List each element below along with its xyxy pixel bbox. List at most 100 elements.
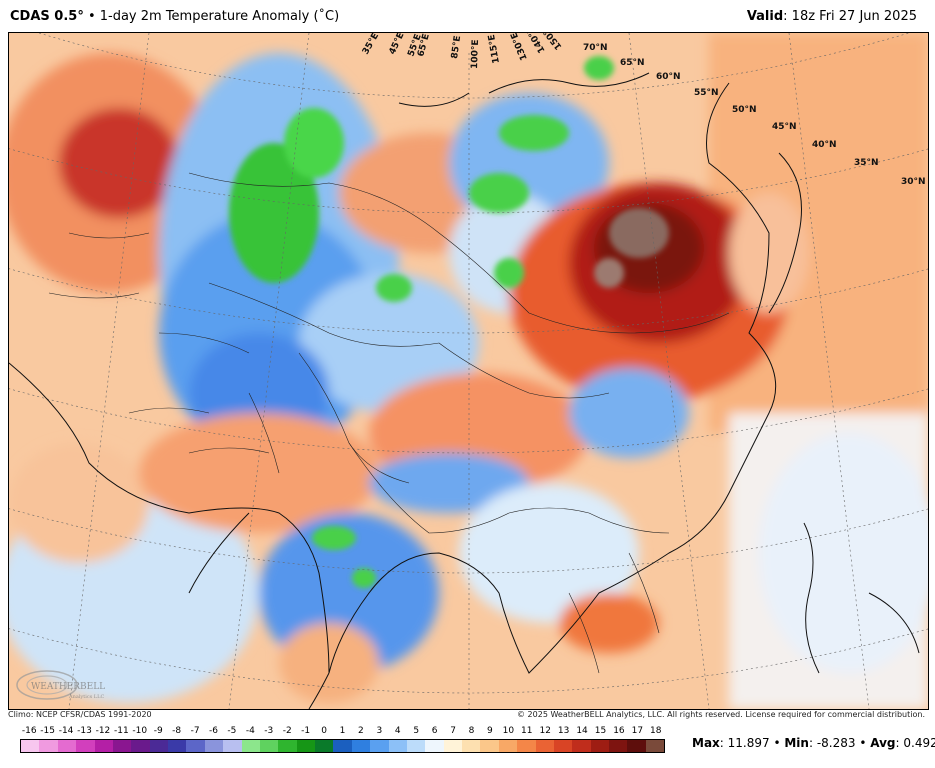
- coastlines: [9, 72, 920, 709]
- color-swatch: [388, 740, 407, 752]
- color-swatch: [168, 740, 187, 752]
- lat-label-35: 35°N: [854, 158, 879, 168]
- color-swatch: [333, 740, 352, 752]
- color-swatch: [204, 740, 224, 752]
- watermark-subtext: Analytics LLC: [68, 694, 104, 700]
- color-scale-swatches: [20, 739, 665, 753]
- color-swatch: [535, 740, 554, 752]
- header-bar: CDAS 0.5° • 1-day 2m Temperature Anomaly…: [0, 0, 935, 32]
- color-swatch: [406, 740, 426, 752]
- color-scale-label: 10: [502, 726, 515, 736]
- color-scale-label: 8: [468, 726, 475, 736]
- color-swatch: [370, 740, 389, 752]
- avg-value: : 0.492: [895, 736, 935, 750]
- lon-label-100: 100°E: [470, 39, 481, 69]
- color-swatch: [517, 740, 536, 752]
- color-swatch: [149, 740, 168, 752]
- color-scale-label: 4: [394, 726, 401, 736]
- color-scale-label: 14: [576, 726, 588, 736]
- color-swatch: [572, 740, 591, 752]
- color-scale-label: 18: [650, 726, 662, 736]
- color-swatch: [223, 740, 242, 752]
- color-swatch: [480, 740, 499, 752]
- map-title: CDAS 0.5° • 1-day 2m Temperature Anomaly…: [10, 9, 340, 24]
- color-scale-label: -3: [264, 726, 274, 736]
- color-scale-label: -8: [172, 726, 182, 736]
- valid-value: : 18z Fri 27 Jun 2025: [783, 9, 917, 24]
- color-swatch: [315, 740, 334, 752]
- min-value: : -8.283: [808, 736, 856, 750]
- color-scale-label: -15: [40, 726, 55, 736]
- climo-note: Climo: NCEP CFSR/CDAS 1991-2020: [8, 710, 152, 719]
- color-scale-label: 2: [358, 726, 364, 736]
- color-scale-label: -4: [245, 726, 255, 736]
- color-swatch: [112, 740, 132, 752]
- color-scale-label: -6: [209, 726, 218, 736]
- color-swatch: [590, 740, 609, 752]
- color-swatch: [241, 740, 260, 752]
- color-scale-label: -14: [58, 726, 74, 736]
- color-swatch: [425, 740, 444, 752]
- country-borders: [48, 172, 730, 674]
- color-swatch: [645, 740, 665, 752]
- color-swatch: [186, 740, 205, 752]
- lat-label-50: 50°N: [732, 105, 757, 115]
- lat-label-70: 70°N: [583, 43, 608, 53]
- color-scale-label: 5: [413, 726, 420, 736]
- color-scale-label: 3: [376, 726, 383, 736]
- color-scale-label: 16: [613, 726, 625, 736]
- color-scale-label: -13: [77, 726, 92, 736]
- color-swatch: [131, 740, 150, 752]
- color-scale-label: -5: [227, 726, 237, 736]
- color-scale-label: 12: [539, 726, 551, 736]
- color-scale-label: -12: [95, 726, 111, 736]
- color-scale-label: 1: [339, 726, 346, 736]
- color-scale-label: -2: [282, 726, 292, 736]
- color-swatch: [627, 740, 646, 752]
- color-swatch: [498, 740, 518, 752]
- color-scale-label: 9: [487, 726, 493, 736]
- field-statistics: Max: 11.897 • Min: -8.283 • Avg: 0.492: [692, 736, 935, 750]
- lat-label-40: 40°N: [812, 140, 837, 150]
- model-name: CDAS 0.5: [10, 9, 78, 24]
- color-scale-label: -9: [153, 726, 163, 736]
- color-scale-label: 0: [321, 726, 327, 736]
- lat-label-65: 65°N: [620, 58, 645, 68]
- lat-label-60: 60°N: [656, 72, 681, 82]
- color-swatch: [553, 740, 573, 752]
- color-swatch: [351, 740, 371, 752]
- product-description: 1-day 2m Temperature Anomaly (˚C): [99, 9, 340, 24]
- anomaly-extremes: [229, 56, 669, 588]
- color-scale-label: 17: [631, 726, 644, 736]
- copyright-note: © 2025 WeatherBELL Analytics, LLC. All r…: [517, 710, 925, 719]
- color-swatch: [94, 740, 113, 752]
- color-scale-label: 7: [450, 726, 456, 736]
- color-swatch: [21, 740, 40, 752]
- color-scale-label: 6: [431, 726, 438, 736]
- color-swatch: [57, 740, 77, 752]
- watermark-text: WEATHERBELL: [31, 682, 105, 692]
- lat-label-45: 45°N: [772, 122, 797, 132]
- weatherbell-logo: WEATHERBELL Analytics LLC: [16, 670, 105, 700]
- color-scale-label: 11: [521, 726, 533, 736]
- valid-label: Valid: [746, 9, 784, 24]
- color-swatch: [609, 740, 628, 752]
- color-scale-label: 13: [557, 726, 570, 736]
- color-swatch: [462, 740, 481, 752]
- color-scale-label: -11: [113, 726, 129, 736]
- valid-time: Valid: 18z Fri 27 Jun 2025: [747, 9, 917, 24]
- color-scale: -16 -15 -14 -13 -12 -11 -10 -9 -8 -7 -6 -5 -4 -3 -2 -1 0…: [20, 726, 665, 756]
- color-swatch: [259, 740, 279, 752]
- max-label: Max: [692, 736, 720, 750]
- color-swatch: [278, 740, 297, 752]
- color-swatch: [296, 740, 315, 752]
- color-swatch: [443, 740, 462, 752]
- max-value: : 11.897: [719, 736, 770, 750]
- color-scale-labels: -16 -15 -14 -13 -12 -11 -10 -9 -8 -7 -6 -5 -4 -3 -2 -1 0…: [20, 726, 665, 738]
- anomaly-map[interactable]: 70°N 65°N 60°N 55°N 50°N 45°N 40°N 35°N …: [8, 32, 929, 710]
- avg-label: Avg: [870, 736, 896, 750]
- lat-label-55: 55°N: [694, 88, 719, 98]
- color-scale-label: -1: [301, 726, 311, 736]
- color-swatch: [76, 740, 95, 752]
- color-swatch: [39, 740, 58, 752]
